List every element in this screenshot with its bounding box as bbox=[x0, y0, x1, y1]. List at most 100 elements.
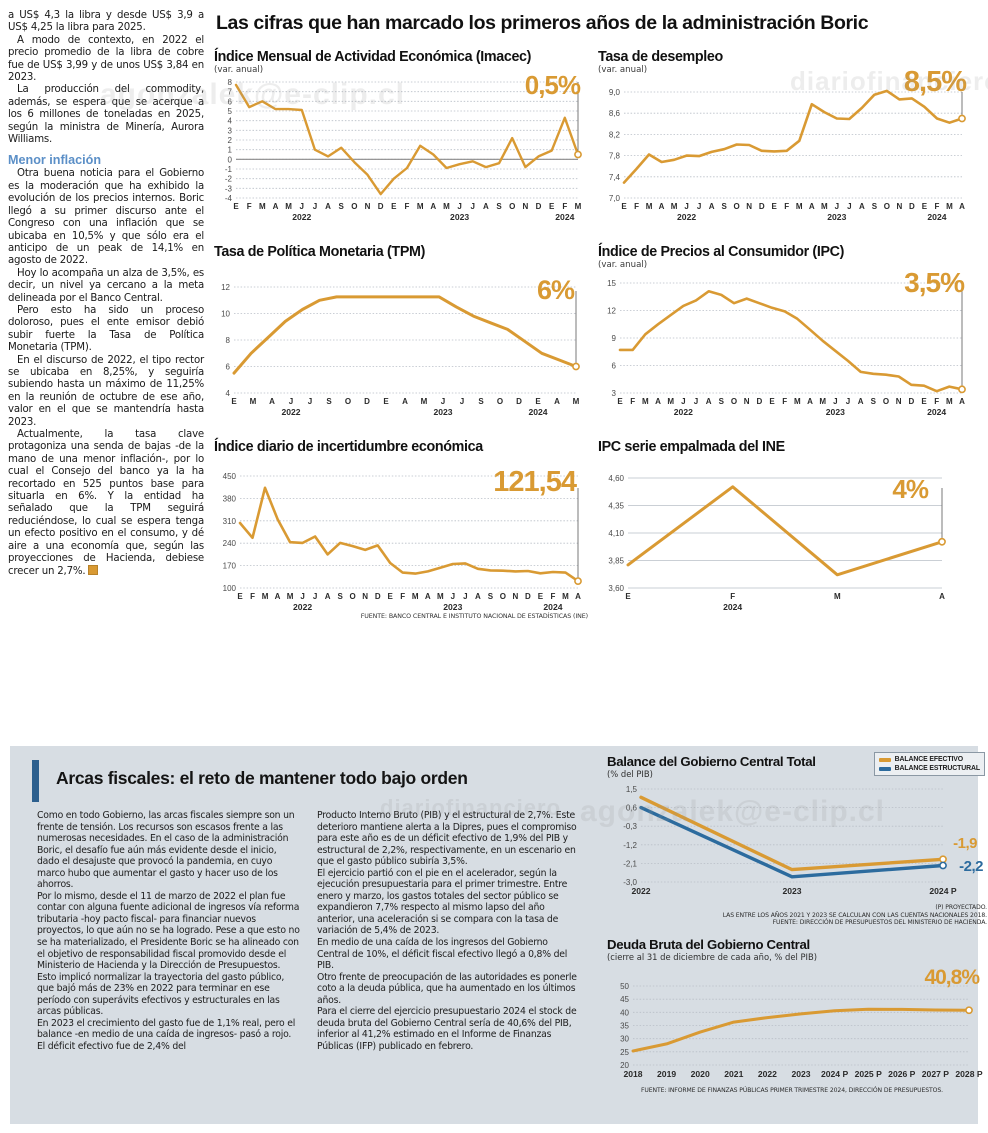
svg-text:7,0: 7,0 bbox=[609, 194, 621, 203]
svg-text:-0,3: -0,3 bbox=[623, 822, 637, 831]
svg-text:3: 3 bbox=[228, 126, 233, 135]
svg-text:M: M bbox=[443, 202, 450, 211]
svg-text:2027 P: 2027 P bbox=[922, 1069, 950, 1079]
svg-text:-2,1: -2,1 bbox=[623, 859, 637, 868]
svg-text:J: J bbox=[471, 202, 475, 211]
svg-text:D: D bbox=[364, 397, 370, 406]
svg-text:J: J bbox=[313, 202, 317, 211]
fiscal-charts: Balance del Gobierno Central Total (% de… bbox=[607, 746, 987, 1094]
article-paragraph: A modo de contexto, en 2022 el precio pr… bbox=[8, 34, 204, 84]
svg-text:O: O bbox=[734, 202, 740, 211]
svg-text:N: N bbox=[746, 202, 752, 211]
article-paragraph: Hoy lo acompaña un alza de 3,5%, es deci… bbox=[8, 267, 204, 304]
svg-text:J: J bbox=[289, 397, 293, 406]
svg-text:A: A bbox=[859, 202, 865, 211]
svg-text:20: 20 bbox=[620, 1061, 629, 1070]
chart-subtitle: (var. anual) bbox=[598, 260, 648, 270]
svg-text:A: A bbox=[475, 592, 481, 601]
svg-text:M: M bbox=[259, 202, 266, 211]
chart-title: Tasa de desempleo bbox=[598, 49, 723, 65]
chart-title: Tasa de Política Monetaria (TPM) bbox=[214, 244, 425, 260]
svg-text:E: E bbox=[921, 397, 927, 406]
svg-text:D: D bbox=[375, 592, 381, 601]
svg-text:8: 8 bbox=[228, 78, 233, 87]
plot-area: 1,5 0,6 -0,3 -1,2 -2,1 -3,0 2022 2023 2024 P -1,… bbox=[607, 779, 987, 904]
svg-text:M: M bbox=[819, 397, 826, 406]
svg-text:D: D bbox=[525, 592, 531, 601]
svg-text:6: 6 bbox=[228, 97, 233, 106]
article-paragraph: Pero esto ha sido un proceso doloroso, p… bbox=[8, 304, 204, 354]
fiscal-paragraph: Por lo mismo, desde el 11 de marzo de 20… bbox=[37, 890, 300, 1018]
svg-text:A: A bbox=[959, 397, 965, 406]
svg-text:2024 P: 2024 P bbox=[821, 1069, 849, 1079]
svg-text:2024: 2024 bbox=[927, 212, 946, 222]
svg-text:J: J bbox=[846, 397, 850, 406]
legend-item-estructural: BALANCE ESTRUCTURAL bbox=[878, 764, 980, 773]
chart-ipc-ine: IPC serie empalmada del INE 4,60 4,35 4,10… bbox=[598, 439, 972, 620]
fiscal-paragraph: En 2023 el crecimiento del gasto fue de … bbox=[37, 1017, 296, 1052]
svg-text:F: F bbox=[934, 397, 939, 406]
svg-text:9: 9 bbox=[612, 334, 617, 343]
svg-text:A: A bbox=[939, 592, 945, 601]
svg-text:A: A bbox=[325, 592, 331, 601]
svg-text:M: M bbox=[285, 202, 292, 211]
chart-subtitle: (var. anual) bbox=[214, 65, 264, 75]
fiscal-column-2: Producto Interno Bruto (PIB) y el estruc… bbox=[317, 810, 581, 1052]
svg-text:E: E bbox=[383, 397, 389, 406]
svg-text:12: 12 bbox=[221, 283, 230, 292]
plot-area: 450 380 310 240 170 100 E F M A M J J A S O N D E F M A M J J A S O… bbox=[214, 466, 588, 616]
svg-text:2022: 2022 bbox=[281, 407, 300, 417]
left-article-column: a US$ 4,3 la libra y desde US$ 3,9 a US$… bbox=[8, 10, 204, 579]
svg-text:E: E bbox=[769, 397, 775, 406]
svg-text:15: 15 bbox=[607, 279, 616, 288]
callout-value: 121,54 bbox=[493, 466, 577, 498]
chart-legend: BALANCE EFECTIVO BALANCE ESTRUCTURAL bbox=[873, 752, 985, 776]
svg-text:O: O bbox=[884, 202, 890, 211]
balance-effective-label: -1,9 bbox=[953, 835, 977, 852]
svg-text:F: F bbox=[551, 592, 556, 601]
svg-text:E: E bbox=[621, 202, 627, 211]
svg-text:2023: 2023 bbox=[782, 886, 801, 896]
svg-text:A: A bbox=[554, 397, 560, 406]
chart-title: Índice diario de incertidumbre económica bbox=[214, 439, 483, 455]
svg-text:0: 0 bbox=[228, 155, 233, 164]
svg-text:2022: 2022 bbox=[758, 1069, 777, 1079]
svg-text:2022: 2022 bbox=[674, 407, 693, 417]
fiscal-body: Como en todo Gobierno, las arcas fiscale… bbox=[37, 810, 582, 1052]
svg-text:F: F bbox=[935, 202, 940, 211]
svg-text:9,0: 9,0 bbox=[609, 88, 621, 97]
svg-text:2: 2 bbox=[228, 136, 233, 145]
legend-swatch-icon bbox=[878, 757, 891, 762]
chart-subtitle bbox=[214, 260, 588, 270]
svg-text:J: J bbox=[694, 397, 698, 406]
svg-text:N: N bbox=[513, 592, 519, 601]
svg-text:450: 450 bbox=[223, 472, 237, 481]
svg-text:N: N bbox=[897, 202, 903, 211]
svg-text:J: J bbox=[441, 397, 445, 406]
svg-text:40: 40 bbox=[620, 1008, 629, 1017]
svg-text:A: A bbox=[706, 397, 712, 406]
svg-text:A: A bbox=[275, 592, 281, 601]
svg-text:12: 12 bbox=[607, 307, 616, 316]
svg-text:F: F bbox=[250, 592, 255, 601]
svg-text:E: E bbox=[237, 592, 243, 601]
svg-text:A: A bbox=[425, 592, 431, 601]
svg-text:M: M bbox=[412, 592, 419, 601]
end-mark-icon bbox=[88, 565, 99, 576]
svg-text:O: O bbox=[883, 397, 889, 406]
svg-text:M: M bbox=[667, 397, 674, 406]
legend-label: BALANCE EFECTIVO bbox=[894, 756, 964, 763]
svg-text:8: 8 bbox=[226, 336, 231, 345]
svg-text:4,60: 4,60 bbox=[608, 474, 624, 483]
svg-text:S: S bbox=[872, 202, 878, 211]
svg-text:F: F bbox=[634, 202, 639, 211]
svg-text:J: J bbox=[313, 592, 317, 601]
plot-area: 4,60 4,35 4,10 3,85 3,60 E F M A 2024 4% bbox=[598, 466, 972, 616]
svg-text:2022: 2022 bbox=[677, 212, 696, 222]
svg-text:M: M bbox=[946, 202, 953, 211]
svg-text:J: J bbox=[457, 202, 461, 211]
page-title: Las cifras que han marcado los primeros … bbox=[216, 12, 869, 34]
svg-text:1,5: 1,5 bbox=[626, 785, 638, 794]
